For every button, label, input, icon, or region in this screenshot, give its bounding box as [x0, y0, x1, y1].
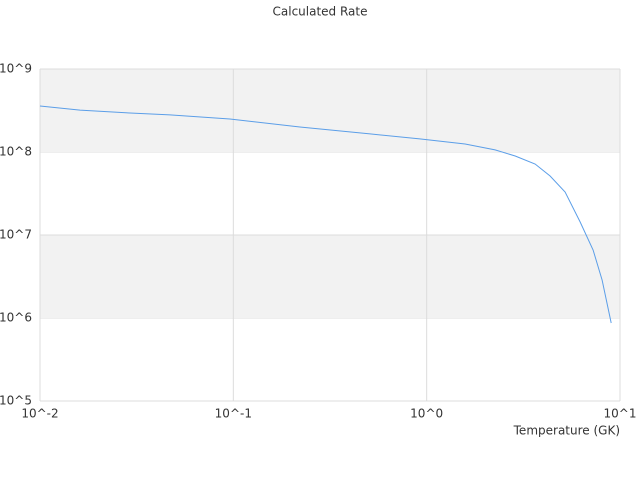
x-tick-label: 10^-1: [215, 407, 252, 421]
y-tick-label: 10^8: [0, 145, 32, 159]
line: [39, 105, 612, 324]
y-tick-label: 10^9: [0, 62, 32, 76]
y-tick-label: 10^7: [0, 228, 32, 242]
grid-band: [40, 69, 620, 152]
y-tick-label: 10^6: [0, 311, 32, 325]
chart-title: Calculated Rate: [273, 5, 368, 19]
y-tick-label: 10^5: [0, 394, 32, 408]
grid-band: [40, 235, 620, 318]
x-tick-label: 10^0: [410, 407, 443, 421]
x-tick-label: 10^-2: [21, 407, 58, 421]
x-tick-label: 10^1: [604, 407, 637, 421]
x-axis-label: Temperature (GK): [513, 424, 620, 438]
